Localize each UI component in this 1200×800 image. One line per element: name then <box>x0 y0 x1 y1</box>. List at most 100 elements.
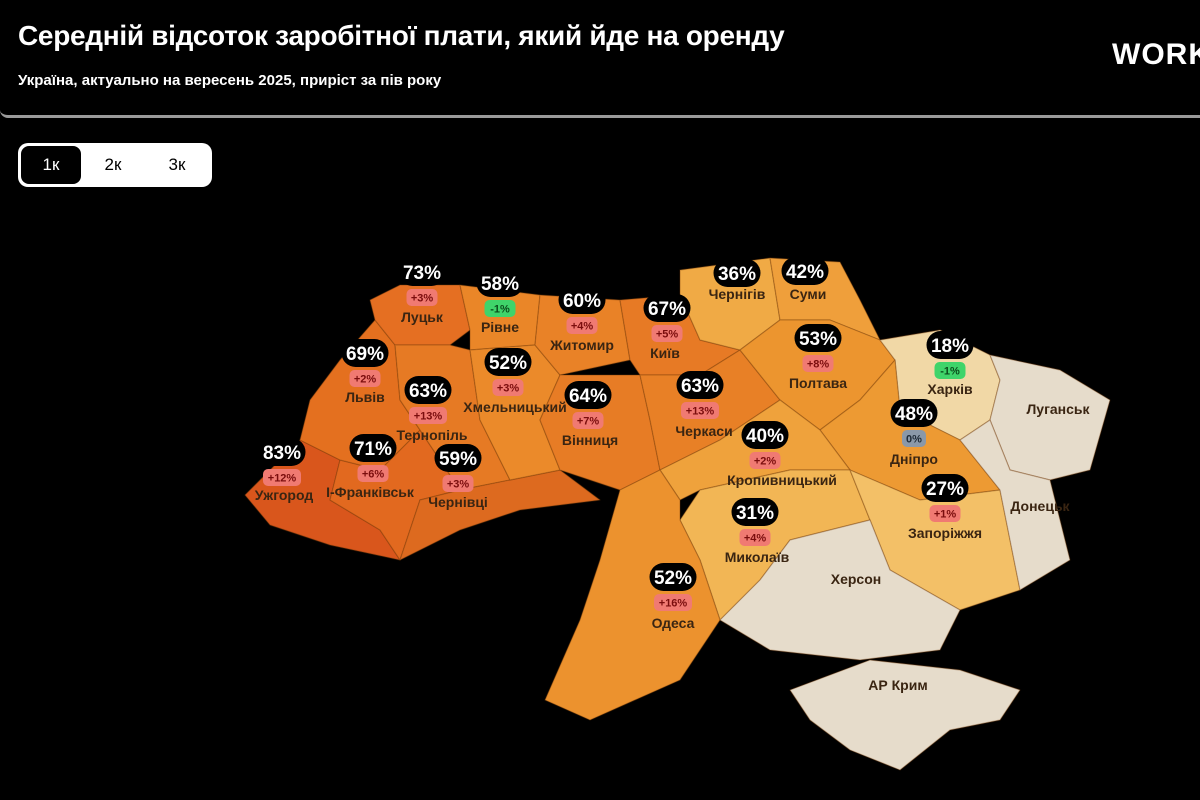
rent-share-value: 71% <box>354 439 392 460</box>
rent-share-value: 83% <box>263 443 301 464</box>
change-badge <box>492 379 524 396</box>
share-pill <box>434 444 482 472</box>
rent-share-value: 52% <box>489 353 527 374</box>
region-чернівці[interactable] <box>399 469 601 561</box>
change-value: +3% <box>447 479 470 491</box>
region-донецьк[interactable] <box>959 419 1071 591</box>
page-title: Середній відсоток заробітної плати, який… <box>18 20 785 51</box>
region-одеса[interactable] <box>544 469 721 721</box>
region-name: Хмельницький <box>463 399 566 415</box>
change-value: 0% <box>906 434 922 446</box>
change-value: +6% <box>362 469 385 481</box>
region-ар-крим[interactable] <box>789 659 1021 771</box>
region-name: Кропивницький <box>727 472 837 488</box>
share-pill <box>926 331 974 359</box>
share-pill <box>398 258 446 286</box>
change-badge <box>654 594 692 611</box>
region-name: І-Франківськ <box>326 484 415 500</box>
share-pill <box>781 257 829 285</box>
region-name: Миколаїв <box>725 549 790 565</box>
region-житомир[interactable] <box>534 294 631 376</box>
rent-share-value: 63% <box>681 376 719 397</box>
region-name: Чернігів <box>709 286 766 302</box>
change-value: -1% <box>940 366 960 378</box>
share-pill <box>890 399 938 427</box>
change-value: +12% <box>268 473 297 485</box>
change-badge <box>681 402 719 419</box>
change-badge <box>406 289 438 306</box>
rent-share-value: 67% <box>648 299 686 320</box>
rent-share-value: 27% <box>926 479 964 500</box>
rent-share-value: 40% <box>746 426 784 447</box>
region-name: Рівне <box>481 319 519 335</box>
rent-share-value: 69% <box>346 344 384 365</box>
change-value: +16% <box>659 598 688 610</box>
region-name: Житомир <box>549 337 614 353</box>
share-pill <box>921 474 969 502</box>
share-pill <box>349 434 397 462</box>
change-badge <box>929 505 961 522</box>
change-badge <box>902 430 926 447</box>
rent-share-value: 48% <box>895 404 933 425</box>
change-badge <box>263 469 301 486</box>
change-badge <box>566 317 598 334</box>
change-value: +4% <box>571 321 594 333</box>
region-name: Харків <box>927 381 973 397</box>
change-badge <box>442 475 474 492</box>
toggle-option-1k[interactable]: 1к <box>21 146 81 184</box>
region-херсон[interactable] <box>719 519 961 661</box>
change-value: +8% <box>807 359 830 371</box>
rent-share-value: 36% <box>718 264 756 285</box>
share-pill <box>741 421 789 449</box>
region-name: Львів <box>345 389 385 405</box>
change-value: +2% <box>354 374 377 386</box>
change-value: +3% <box>411 293 434 305</box>
region-name: Черкаси <box>675 423 732 439</box>
region-name: Дніпро <box>890 451 938 467</box>
share-pill <box>713 259 761 287</box>
change-value: +1% <box>934 509 957 521</box>
share-pill <box>341 339 389 367</box>
rent-share-value: 60% <box>563 291 601 312</box>
region-name: Луцьк <box>401 309 444 325</box>
share-pill <box>564 381 612 409</box>
change-badge <box>357 465 389 482</box>
share-pill <box>676 371 724 399</box>
toggle-option-3k[interactable]: 3к <box>168 155 186 174</box>
share-pill <box>649 563 697 591</box>
salary-toggle[interactable]: 1к 2к 3к <box>18 143 212 187</box>
change-badge <box>484 300 516 317</box>
rent-share-value: 63% <box>409 381 447 402</box>
region-name: Донецьк <box>1010 498 1070 514</box>
rent-share-value: 31% <box>736 503 774 524</box>
region-name: Полтава <box>789 375 847 391</box>
change-value: +3% <box>497 383 520 395</box>
rent-share-value: 59% <box>439 449 477 470</box>
page-subtitle: Україна, актуально на вересень 2025, при… <box>18 72 442 89</box>
rent-share-value: 58% <box>481 274 519 295</box>
change-badge <box>349 370 381 387</box>
change-value: +4% <box>744 533 767 545</box>
share-pill <box>484 348 532 376</box>
region-луганськ[interactable] <box>989 354 1111 481</box>
change-badge <box>651 325 683 342</box>
header: Середній відсоток заробітної плати, який… <box>0 0 1200 118</box>
rent-share-value: 64% <box>569 386 607 407</box>
change-badge <box>802 355 834 372</box>
change-value: +5% <box>656 329 679 341</box>
change-badge <box>572 412 604 429</box>
share-pill <box>643 294 691 322</box>
toggle-option-2k[interactable]: 2к <box>104 155 122 174</box>
work-logo: WORK <box>1112 38 1200 71</box>
change-value: +13% <box>686 406 715 418</box>
change-badge <box>739 529 771 546</box>
share-pill <box>258 438 306 466</box>
rent-share-value: 42% <box>786 262 824 283</box>
share-pill <box>794 324 842 352</box>
share-pill <box>404 376 452 404</box>
region-name: Ужгород <box>255 487 314 503</box>
change-badge <box>409 407 447 424</box>
change-value: +2% <box>754 456 777 468</box>
change-value: +13% <box>414 411 443 423</box>
